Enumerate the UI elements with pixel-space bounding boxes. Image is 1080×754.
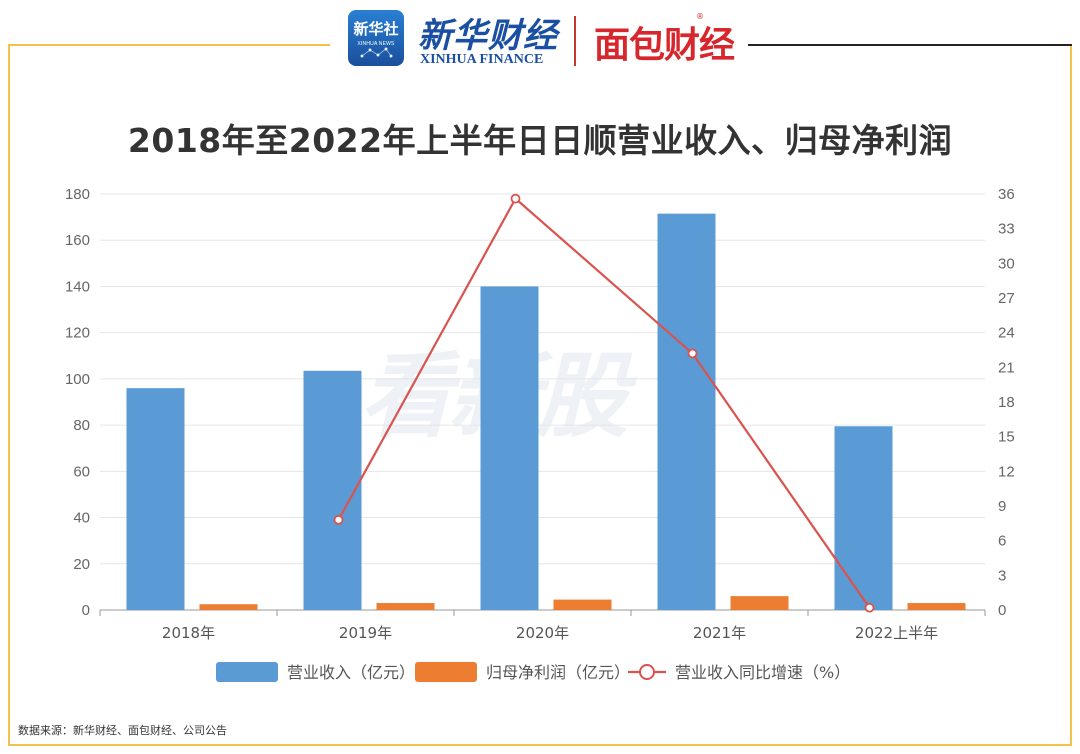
- revenue-bar: [657, 213, 716, 610]
- y-left-tick-label: 100: [65, 371, 90, 388]
- y-right-tick-label: 0: [998, 602, 1006, 619]
- growth-point: [687, 348, 698, 359]
- xinhua-finance-logo-en: XINHUA FINANCE: [420, 52, 544, 67]
- y-left-tick-label: 180: [65, 186, 90, 203]
- growth-point: [864, 602, 875, 613]
- y-left-tick-label: 160: [65, 232, 90, 249]
- y-left-tick-label: 80: [73, 417, 90, 434]
- y-left-tick-label: 140: [65, 278, 90, 295]
- x-tick-label: 2021年: [693, 624, 746, 642]
- xinhua-news-logo: 新华社 XINHUA NEWS: [348, 10, 404, 66]
- legend-swatch-net-profit: [415, 662, 477, 682]
- y-left-tick-label: 0: [82, 602, 90, 619]
- growth-point: [333, 514, 344, 525]
- data-source: 数据来源：新华财经、面包财经、公司公告: [18, 724, 227, 737]
- legend-swatch-revenue: [216, 662, 278, 682]
- y-right-tick-label: 24: [998, 325, 1015, 342]
- y-right-tick-label: 30: [998, 255, 1015, 272]
- revenue-bar: [480, 286, 539, 610]
- y-right-tick-label: 6: [998, 533, 1006, 550]
- net-profit-bar: [376, 603, 435, 610]
- logo-separator: [574, 16, 576, 66]
- network-icon: [360, 47, 393, 58]
- x-tick-label: 2020年: [516, 624, 569, 642]
- xinhua-badge-en: XINHUA NEWS: [357, 41, 395, 47]
- y-right-tick-label: 12: [998, 463, 1015, 480]
- net-profit-bar: [730, 596, 789, 610]
- legend-label-revenue: 营业收入（亿元）: [287, 663, 415, 682]
- revenue-bar: [126, 388, 185, 610]
- net-profit-bar: [553, 599, 612, 610]
- chart-title: 2018年至2022年上半年日日顺营业收入、归母净利润: [127, 121, 953, 160]
- x-tick-label: 2019年: [339, 624, 392, 642]
- xinhua-badge-cn: 新华社: [353, 20, 399, 38]
- y-right-tick-label: 27: [998, 290, 1015, 307]
- mianbao-finance-logo: 面包财经: [594, 25, 735, 66]
- y-right-tick-label: 36: [998, 186, 1015, 203]
- x-tick-label: 2022上半年: [855, 624, 938, 642]
- header-rule: [748, 44, 1072, 46]
- growth-line: [337, 196, 871, 609]
- y-right-tick-label: 21: [998, 359, 1015, 376]
- legend-swatch-growth-marker: [639, 664, 655, 680]
- y-right-tick-label: 9: [998, 498, 1006, 515]
- y-left-tick-label: 40: [73, 510, 90, 527]
- growth-point: [510, 193, 521, 204]
- y-left-tick-label: 120: [65, 325, 90, 342]
- y-left-tick-label: 60: [73, 463, 90, 480]
- legend-label-growth: 营业收入同比增速（%）: [675, 663, 850, 682]
- xinhua-finance-logo-cn: 新华财经: [418, 16, 558, 56]
- y-right-tick-label: 33: [998, 221, 1015, 238]
- y-right-tick-label: 15: [998, 429, 1015, 446]
- y-left-tick-label: 20: [73, 556, 90, 573]
- legend-label-net-profit: 归母净利润（亿元）: [486, 663, 630, 682]
- net-profit-bar: [907, 603, 966, 610]
- y-right-tick-label: 18: [998, 394, 1015, 411]
- y-right-tick-label: 3: [998, 567, 1006, 584]
- revenue-bar: [834, 426, 893, 610]
- net-profit-bar: [199, 604, 258, 610]
- frame-gap: [330, 38, 748, 52]
- x-tick-label: 2018年: [162, 624, 215, 642]
- revenue-bar: [303, 370, 362, 610]
- registered-mark: ®: [696, 12, 704, 21]
